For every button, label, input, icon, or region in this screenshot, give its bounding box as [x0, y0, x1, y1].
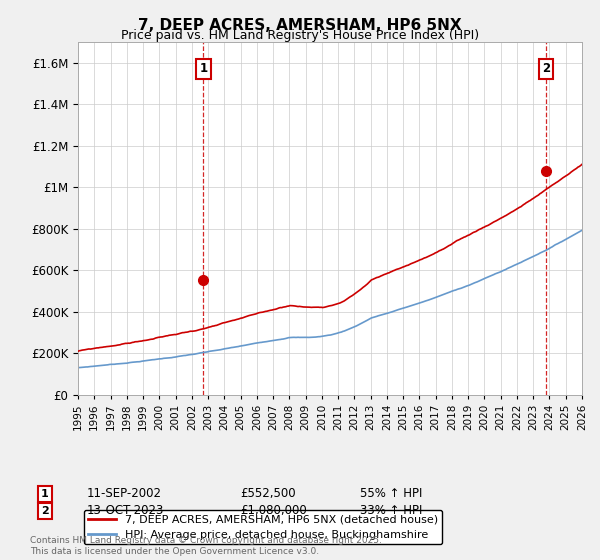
Text: 33% ↑ HPI: 33% ↑ HPI [360, 504, 422, 517]
Text: 7, DEEP ACRES, AMERSHAM, HP6 5NX: 7, DEEP ACRES, AMERSHAM, HP6 5NX [138, 18, 462, 33]
Text: 11-SEP-2002: 11-SEP-2002 [87, 487, 162, 501]
Text: £552,500: £552,500 [240, 487, 296, 501]
Text: Contains HM Land Registry data © Crown copyright and database right 2025.
This d: Contains HM Land Registry data © Crown c… [30, 536, 382, 556]
Text: £1,080,000: £1,080,000 [240, 504, 307, 517]
Text: 55% ↑ HPI: 55% ↑ HPI [360, 487, 422, 501]
Text: Price paid vs. HM Land Registry's House Price Index (HPI): Price paid vs. HM Land Registry's House … [121, 29, 479, 42]
Text: 2: 2 [41, 506, 49, 516]
Legend: 7, DEEP ACRES, AMERSHAM, HP6 5NX (detached house), HPI: Average price, detached : 7, DEEP ACRES, AMERSHAM, HP6 5NX (detach… [83, 510, 442, 544]
Text: 1: 1 [41, 489, 49, 499]
Text: 13-OCT-2023: 13-OCT-2023 [87, 504, 164, 517]
Text: 2: 2 [542, 63, 550, 76]
Text: 1: 1 [199, 63, 208, 76]
